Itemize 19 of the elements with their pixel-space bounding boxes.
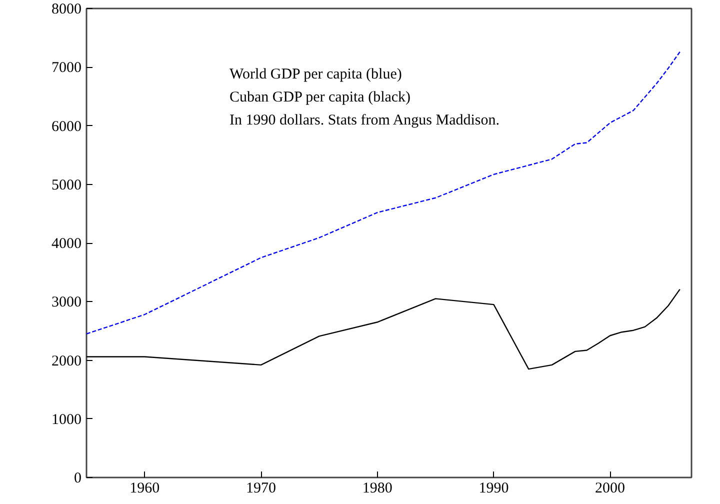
y-tick-label: 1000 — [52, 412, 82, 428]
y-tick-label: 7000 — [52, 60, 82, 76]
y-tick-label: 2000 — [52, 353, 82, 370]
y-tick-label: 0 — [74, 470, 82, 486]
y-tick-label: 6000 — [52, 118, 82, 135]
y-tick-label: 4000 — [52, 236, 82, 252]
x-tick-label: 1970 — [246, 480, 276, 496]
x-tick-label: 1960 — [130, 480, 160, 496]
y-tick-label: 3000 — [52, 294, 82, 311]
annotation: Cuban GDP per capita (black) — [230, 90, 411, 106]
y-tick-label: 8000 — [52, 2, 82, 18]
annotation: World GDP per capita (blue) — [230, 66, 402, 82]
line-series — [86, 51, 680, 334]
annotation: In 1990 dollars. Stats from Angus Maddison. — [230, 112, 500, 128]
y-tick-label: 5000 — [52, 177, 82, 194]
line-series — [86, 288, 680, 370]
x-tick-label: 1980 — [362, 480, 392, 496]
x-tick-label: 2000 — [595, 480, 626, 496]
x-tick-label: 1990 — [478, 480, 509, 496]
